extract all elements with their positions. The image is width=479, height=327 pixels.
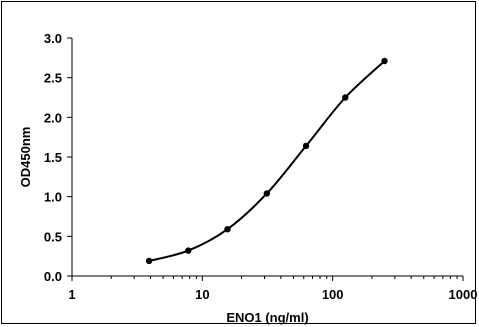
data-point [342, 94, 349, 101]
y-tick-label: 2.0 [44, 110, 62, 125]
series-line [148, 60, 386, 262]
x-tick-label: 1 [68, 287, 75, 302]
y-axis-title: OD450nm [18, 127, 33, 188]
chart-frame [1, 1, 476, 324]
y-tick-label: 0.0 [44, 269, 62, 284]
curve-layer [148, 60, 386, 262]
x-axis-title: ENO1 (ng/ml) [226, 310, 308, 325]
y-tick-label: 2.5 [44, 71, 62, 86]
y-tick-label: 0.5 [44, 229, 62, 244]
y-tick-label: 1.5 [44, 150, 62, 165]
ticks [67, 37, 464, 281]
data-point [263, 190, 271, 197]
x-tick-label: 10 [195, 287, 209, 302]
data-point [145, 257, 153, 265]
x-tick-label: 100 [322, 287, 344, 302]
x-tick-label: 1000 [449, 287, 478, 302]
tick-labels-layer: 0.0 0.5 1.0 1.5 2.0 2.5 3.0 1 10 100 1000 [44, 31, 478, 302]
y-tick-label: 1.0 [44, 190, 62, 205]
y-tick-label: 3.0 [44, 31, 62, 46]
data-point [381, 57, 388, 65]
data-point [224, 225, 231, 233]
points-layer [145, 57, 388, 265]
data-point [185, 247, 192, 254]
axes [71, 38, 463, 277]
data-point [302, 142, 310, 150]
